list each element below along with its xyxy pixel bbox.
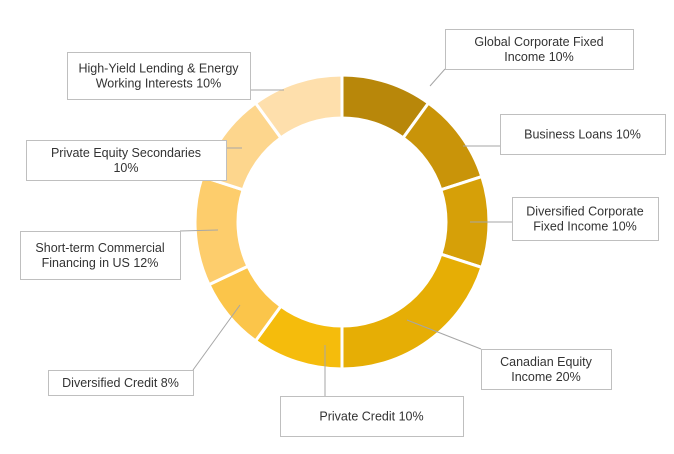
data-label: Working Interests 10% <box>96 77 222 91</box>
data-label: Diversified Credit 8% <box>62 376 179 390</box>
label-box <box>26 140 227 181</box>
leader-line <box>179 229 219 232</box>
leader-lines-group <box>179 68 512 396</box>
data-label: Income 20% <box>511 370 580 384</box>
label-box <box>445 29 634 70</box>
data-label: Private Credit 10% <box>319 410 423 424</box>
slice-canadian-equity-income-20 <box>340 252 484 371</box>
label-box <box>67 52 251 100</box>
label-box <box>48 370 194 396</box>
data-label: Fixed Income 10% <box>533 220 637 234</box>
leader-line <box>406 319 482 350</box>
label-box <box>20 231 181 280</box>
data-label: Private Equity Secondaries <box>51 146 201 160</box>
leader-line <box>192 304 241 371</box>
leader-line <box>429 68 446 87</box>
data-label: Short-term Commercial <box>35 241 164 255</box>
label-box <box>280 396 464 437</box>
data-label: Global Corporate Fixed <box>474 35 603 49</box>
label-box <box>512 197 659 241</box>
slices-group <box>193 73 491 371</box>
label-box <box>500 114 666 155</box>
data-label: Business Loans 10% <box>524 128 641 142</box>
data-label: Canadian Equity <box>500 355 592 369</box>
data-label: Financing in US 12% <box>42 256 159 270</box>
data-label: 10% <box>113 161 138 175</box>
data-label: Income 10% <box>504 50 573 64</box>
label-box <box>481 349 612 390</box>
data-label: High-Yield Lending & Energy <box>78 62 239 76</box>
data-label: Diversified Corporate <box>526 205 643 219</box>
slice-high-yield-lending-energy-working-interests-10 <box>254 73 344 140</box>
